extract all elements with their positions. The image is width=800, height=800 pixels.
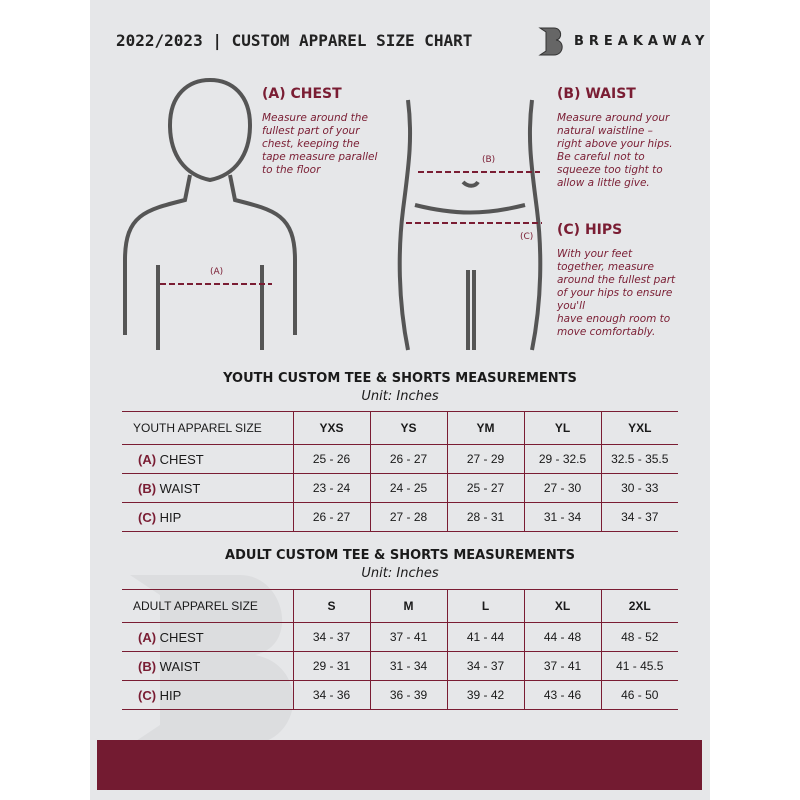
cell: 29 - 31 bbox=[292, 651, 370, 681]
size-header: S bbox=[292, 589, 370, 623]
brand-name: BREAKAWAY bbox=[574, 33, 710, 49]
cell: 36 - 39 bbox=[369, 680, 447, 710]
table-row: (A) CHEST 34 - 37 37 - 41 41 - 44 44 - 48 48… bbox=[122, 622, 678, 652]
cell: 34 - 37 bbox=[446, 651, 524, 681]
cell: 37 - 41 bbox=[523, 651, 601, 681]
adult-size-table: ADULT APPAREL SIZE S M L XL 2XL (A) CHES… bbox=[122, 589, 678, 710]
chest-description: Measure around the fullest part of your … bbox=[262, 112, 378, 176]
size-header: YXL bbox=[600, 411, 678, 445]
adult-table-title: ADULT CUSTOM TEE & SHORTS MEASUREMENTS bbox=[225, 548, 575, 563]
cell: 26 - 27 bbox=[369, 444, 447, 474]
body-measurement-illustration bbox=[123, 77, 543, 351]
size-chart-page: 2022/2023 | CUSTOM APPAREL SIZE CHART BR… bbox=[90, 0, 710, 800]
adult-unit: Unit: Inches bbox=[361, 566, 439, 581]
table-row: (B) WAIST 23 - 24 24 - 25 25 - 27 27 - 30 30… bbox=[122, 473, 678, 503]
cell: 43 - 46 bbox=[523, 680, 601, 710]
cell: 30 - 33 bbox=[600, 473, 678, 503]
cell: 39 - 42 bbox=[446, 680, 524, 710]
cell: 25 - 27 bbox=[446, 473, 524, 503]
table-row: (A) CHEST 25 - 26 26 - 27 27 - 29 29 - 32.5… bbox=[122, 444, 678, 474]
cell: 31 - 34 bbox=[369, 651, 447, 681]
cell: 34 - 37 bbox=[600, 502, 678, 532]
table-header-row: ADULT APPAREL SIZE S M L XL 2XL bbox=[122, 589, 678, 623]
waist-heading: (B) WAIST bbox=[557, 86, 636, 102]
cell: 41 - 45.5 bbox=[600, 651, 678, 681]
cell: 34 - 37 bbox=[292, 622, 370, 652]
cell: 48 - 52 bbox=[600, 622, 678, 652]
brand-logo: BREAKAWAY bbox=[536, 24, 709, 58]
waist-description: Measure around your natural waistline – … bbox=[557, 112, 673, 189]
cell: 28 - 31 bbox=[446, 502, 524, 532]
row-label: (A) CHEST bbox=[122, 622, 293, 652]
youth-size-table: YOUTH APPAREL SIZE YXS YS YM YL YXL (A) … bbox=[122, 411, 678, 532]
footer-band bbox=[97, 740, 702, 790]
youth-table-title: YOUTH CUSTOM TEE & SHORTS MEASUREMENTS bbox=[223, 371, 577, 386]
table-header-row: YOUTH APPAREL SIZE YXS YS YM YL YXL bbox=[122, 411, 678, 445]
size-header: YM bbox=[446, 411, 524, 445]
chest-marker: (A) bbox=[210, 267, 224, 277]
cell: 34 - 36 bbox=[292, 680, 370, 710]
table-row: (C) HIP 34 - 36 36 - 39 39 - 42 43 - 46 46 -… bbox=[122, 680, 678, 710]
waist-marker: (B) bbox=[482, 155, 496, 165]
cell: 32.5 - 35.5 bbox=[600, 444, 678, 474]
row-header: ADULT APPAREL SIZE bbox=[122, 589, 293, 623]
lower-body-figure bbox=[397, 99, 543, 351]
cell: 27 - 30 bbox=[523, 473, 601, 503]
cell: 25 - 26 bbox=[292, 444, 370, 474]
cell: 27 - 28 bbox=[369, 502, 447, 532]
cell: 41 - 44 bbox=[446, 622, 524, 652]
size-header: YL bbox=[523, 411, 601, 445]
row-label: (C) HIP bbox=[122, 502, 293, 532]
row-label: (B) WAIST bbox=[122, 651, 293, 681]
cell: 31 - 34 bbox=[523, 502, 601, 532]
row-label: (C) HIP bbox=[122, 680, 293, 710]
table-row: (C) HIP 26 - 27 27 - 28 28 - 31 31 - 34 34 -… bbox=[122, 502, 678, 532]
hip-marker: (C) bbox=[520, 232, 534, 242]
cell: 27 - 29 bbox=[446, 444, 524, 474]
cell: 37 - 41 bbox=[369, 622, 447, 652]
upper-body-figure bbox=[123, 77, 297, 350]
youth-unit: Unit: Inches bbox=[361, 389, 439, 404]
size-header: M bbox=[369, 589, 447, 623]
row-header: YOUTH APPAREL SIZE bbox=[122, 411, 293, 445]
table-row: (B) WAIST 29 - 31 31 - 34 34 - 37 37 - 41 41… bbox=[122, 651, 678, 681]
size-header: 2XL bbox=[600, 589, 678, 623]
row-label: (B) WAIST bbox=[122, 473, 293, 503]
size-header: YXS bbox=[292, 411, 370, 445]
breakaway-b-logo-icon bbox=[538, 27, 563, 56]
cell: 29 - 32.5 bbox=[523, 444, 601, 474]
size-header: XL bbox=[523, 589, 601, 623]
cell: 46 - 50 bbox=[600, 680, 678, 710]
cell: 44 - 48 bbox=[523, 622, 601, 652]
hips-description: With your feet together, measure around … bbox=[557, 248, 676, 338]
size-header: L bbox=[446, 589, 524, 623]
cell: 26 - 27 bbox=[292, 502, 370, 532]
chest-heading: (A) CHEST bbox=[262, 86, 342, 102]
row-label: (A) CHEST bbox=[122, 444, 293, 474]
size-header: YS bbox=[369, 411, 447, 445]
hips-heading: (C) HIPS bbox=[557, 222, 623, 238]
page-title: 2022/2023 | CUSTOM APPAREL SIZE CHART bbox=[116, 31, 473, 50]
cell: 24 - 25 bbox=[369, 473, 447, 503]
cell: 23 - 24 bbox=[292, 473, 370, 503]
